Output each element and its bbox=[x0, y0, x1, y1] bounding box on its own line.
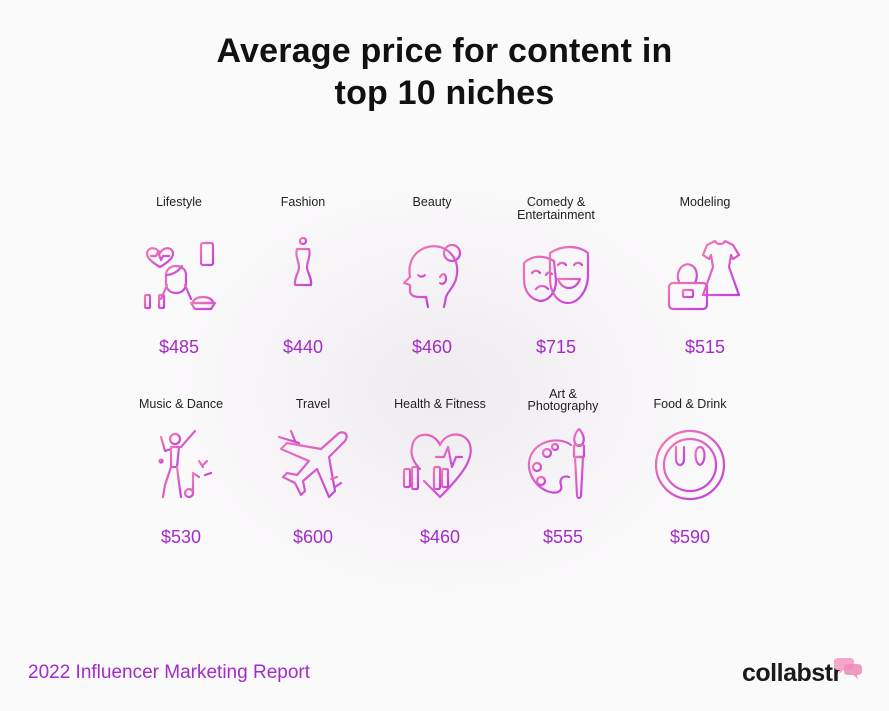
niche-label: Health & Fitness bbox=[394, 397, 486, 411]
niche-price: $460 bbox=[411, 337, 453, 357]
niche-label: Modeling bbox=[679, 195, 731, 209]
chart-title: Average price for content in top 10 nich… bbox=[0, 30, 889, 114]
niche-label-line-1: Art & bbox=[549, 387, 577, 401]
palette-brush-icon bbox=[527, 427, 586, 500]
niche-label-line-2: Photography bbox=[527, 399, 599, 413]
niche-price: $555 bbox=[542, 527, 584, 547]
niche-label: Lifestyle bbox=[156, 195, 202, 209]
logo-text: collabstr bbox=[742, 659, 842, 687]
dancer-icon bbox=[157, 429, 213, 499]
heart-dumbbell-icon bbox=[402, 433, 472, 499]
niche-label: Food & Drink bbox=[653, 397, 727, 411]
dress-handbag-icon bbox=[667, 239, 741, 311]
chat-bubbles-icon bbox=[834, 658, 862, 679]
mannequin-icon bbox=[292, 236, 314, 309]
niche-label: Beauty bbox=[412, 195, 452, 209]
niche-price: $440 bbox=[282, 337, 324, 357]
chart-title-line-2: top 10 niches bbox=[334, 74, 555, 112]
niche-price: $715 bbox=[535, 337, 577, 357]
niche-price: $460 bbox=[419, 527, 461, 547]
airplane-icon bbox=[277, 429, 348, 499]
niche-label: Fashion bbox=[280, 195, 326, 209]
niche-price: $600 bbox=[292, 527, 334, 547]
niche-label: Travel bbox=[295, 397, 331, 411]
niche-price: $515 bbox=[684, 337, 726, 357]
lifestyle-icon bbox=[143, 241, 217, 311]
collabstr-logo: collabstr bbox=[742, 656, 867, 690]
niche-price: $485 bbox=[158, 337, 200, 357]
niche-label-line-2: Entertainment bbox=[517, 208, 595, 222]
theater-masks-icon bbox=[522, 245, 590, 305]
niche-label-line-1: Comedy & bbox=[526, 195, 586, 209]
niche-price: $530 bbox=[160, 527, 202, 547]
niche-price: $590 bbox=[669, 527, 711, 547]
plate-fork-spoon-icon bbox=[654, 429, 726, 501]
niche-label: Music & Dance bbox=[138, 397, 224, 411]
woman-profile-icon bbox=[402, 243, 462, 309]
report-label: 2022 Influencer Marketing Report bbox=[28, 662, 310, 683]
chart-title-line-1: Average price for content in bbox=[216, 32, 673, 70]
